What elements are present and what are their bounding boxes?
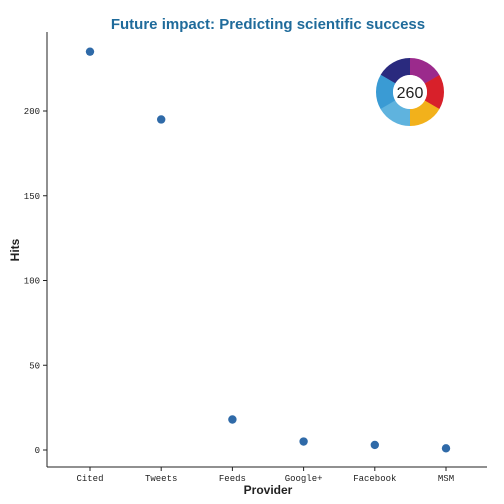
x-tick-label: Google+ xyxy=(285,474,323,484)
badge-ring-segment xyxy=(380,58,411,84)
y-axis-label: Hits xyxy=(8,238,22,261)
x-tick-label: Cited xyxy=(76,474,103,484)
data-point-msm xyxy=(441,444,451,453)
badge-ring-segment xyxy=(376,74,396,109)
y-tick-label: 50 xyxy=(29,361,40,371)
badge-center xyxy=(393,75,427,109)
altmetric-donut-badge: 260 xyxy=(376,58,444,126)
data-point-cited xyxy=(85,47,95,56)
badge-ring-segment xyxy=(409,100,440,126)
data-point-feeds xyxy=(228,415,237,424)
y-tick-label: 200 xyxy=(24,107,40,117)
data-point-google xyxy=(299,437,308,446)
y-axis-ticks: 0 50 100 150 200 xyxy=(24,107,47,456)
badge-score: 260 xyxy=(397,85,424,102)
x-tick-label: MSM xyxy=(438,474,454,484)
badge-ring-segment xyxy=(424,75,444,110)
badge-ring-segment xyxy=(410,58,440,84)
badge-ring-segment xyxy=(380,100,410,126)
x-tick-label: Facebook xyxy=(353,474,396,484)
y-tick-label: 100 xyxy=(24,277,40,287)
chart-title: Future impact: Predicting scientific suc… xyxy=(111,16,425,33)
data-point-tweets xyxy=(157,115,166,124)
data-points xyxy=(85,47,451,453)
y-tick-label: 150 xyxy=(24,192,40,202)
badge-ring xyxy=(376,58,444,126)
data-point-facebook xyxy=(370,440,379,450)
x-tick-label: Tweets xyxy=(145,474,177,484)
x-axis-ticks: Cited Tweets Feeds Google+ Facebook MSM xyxy=(76,467,454,484)
x-tick-label: Feeds xyxy=(219,474,246,484)
x-axis-label: Provider xyxy=(244,483,293,497)
y-tick-label: 0 xyxy=(35,446,40,456)
